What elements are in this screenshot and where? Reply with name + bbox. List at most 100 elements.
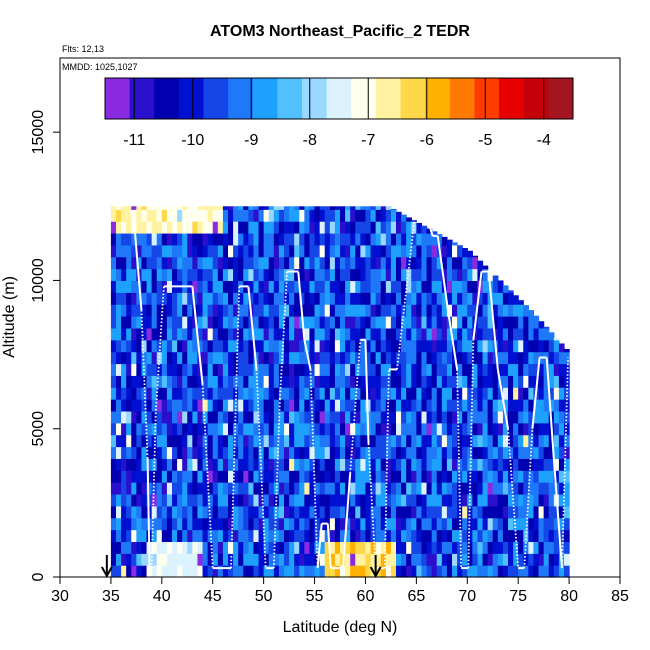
heatmap-cell <box>380 387 387 400</box>
heatmap-cell <box>426 304 433 317</box>
heatmap-cell <box>538 327 545 341</box>
heatmap-cell <box>340 458 346 471</box>
heatmap-cell <box>406 327 412 341</box>
heatmap-cell <box>350 280 356 293</box>
heatmap-cell <box>523 375 529 388</box>
heatmap-cell <box>345 304 351 317</box>
heatmap-cell <box>253 316 260 329</box>
heatmap-cell <box>309 505 316 519</box>
heatmap-cell <box>121 517 127 531</box>
heatmap-cell <box>502 339 509 353</box>
heatmap-cell <box>406 387 412 400</box>
heatmap-cell <box>421 280 428 293</box>
heatmap-cell <box>324 434 331 448</box>
heatmap-cell <box>126 553 132 566</box>
heatmap-cell <box>497 529 504 543</box>
heatmap-cell <box>533 434 540 448</box>
heatmap-cell <box>508 422 514 436</box>
heatmap-cell <box>243 458 249 471</box>
heatmap-cell <box>166 541 173 554</box>
heatmap-cell <box>156 422 163 436</box>
heatmap-cell <box>487 553 494 566</box>
heatmap-cell <box>309 221 316 234</box>
heatmap-cell <box>228 446 234 459</box>
heatmap-cell <box>263 553 270 566</box>
heatmap-cell <box>329 292 336 305</box>
heatmap-cell <box>390 244 397 258</box>
heatmap-cell <box>446 470 453 483</box>
heatmap-cell <box>314 505 321 519</box>
heatmap-cell <box>238 505 244 519</box>
heatmap-cell <box>248 399 255 412</box>
heatmap-cell <box>543 541 550 554</box>
heatmap-cell <box>172 410 178 424</box>
heatmap-cell <box>416 517 423 531</box>
heatmap-cell <box>401 446 407 459</box>
colorbar-swatch <box>499 78 525 119</box>
heatmap-cell <box>172 517 178 531</box>
heatmap-cell <box>462 446 468 459</box>
heatmap-cell <box>340 327 346 341</box>
flight-track-segment <box>472 271 483 340</box>
heatmap-cell <box>558 422 565 436</box>
heatmap-cell <box>487 410 494 424</box>
heatmap-cell <box>502 529 509 543</box>
heatmap-cell <box>197 470 204 483</box>
heatmap-cell <box>462 399 468 412</box>
heatmap-cell <box>172 482 178 495</box>
heatmap-cell <box>497 280 504 293</box>
heatmap-cell <box>416 434 423 448</box>
heatmap-cell <box>370 209 377 222</box>
heatmap-cell <box>202 232 209 246</box>
heatmap-cell <box>177 304 183 317</box>
heatmap-cell <box>553 541 560 554</box>
heatmap-cell <box>558 399 565 412</box>
heatmap-cell <box>340 446 346 459</box>
heatmap-cell <box>197 529 204 543</box>
heatmap-cell <box>202 221 209 234</box>
heatmap-cell <box>431 339 438 353</box>
heatmap-cell <box>238 232 244 246</box>
heatmap-cell <box>462 304 468 317</box>
heatmap-cell <box>457 410 463 424</box>
heatmap-cell <box>436 565 443 578</box>
heatmap-cell <box>207 565 214 578</box>
heatmap-cell <box>441 493 448 507</box>
heatmap-cell <box>390 209 397 210</box>
heatmap-cell <box>136 232 143 246</box>
heatmap-cell <box>533 553 540 566</box>
heatmap-cell <box>248 422 255 436</box>
heatmap-cell <box>253 505 260 519</box>
colorbar-tick-label: -4 <box>537 132 551 149</box>
heatmap-cell <box>472 565 479 578</box>
heatmap-cell <box>116 493 122 507</box>
heatmap-cell <box>360 482 367 495</box>
heatmap-cell <box>340 304 346 317</box>
x-tick-label: 50 <box>255 588 273 605</box>
heatmap-cell <box>401 339 407 353</box>
heatmap-cell <box>329 351 336 365</box>
heatmap-cell <box>278 339 285 353</box>
heatmap-cell <box>182 505 188 519</box>
heatmap-cell <box>202 470 209 483</box>
heatmap-cell <box>446 565 453 578</box>
heatmap-cell <box>401 221 407 234</box>
heatmap-cell <box>222 505 229 519</box>
heatmap-cell <box>131 446 137 459</box>
heatmap-cell <box>136 541 143 554</box>
heatmap-cell <box>441 236 448 246</box>
heatmap-cell <box>278 232 285 246</box>
heatmap-cell <box>553 505 560 519</box>
heatmap-cell <box>299 399 305 412</box>
heatmap-cell <box>121 553 127 566</box>
heatmap-cell <box>263 541 270 554</box>
heatmap-cell <box>217 387 224 400</box>
heatmap-cell <box>314 458 321 471</box>
heatmap-cell <box>289 565 295 578</box>
heatmap-cell <box>116 304 122 317</box>
flight-track-segment <box>424 211 434 237</box>
heatmap-cell <box>411 482 417 495</box>
heatmap-cell <box>441 375 448 388</box>
heatmap-cell <box>197 493 204 507</box>
heatmap-cell <box>446 244 453 258</box>
